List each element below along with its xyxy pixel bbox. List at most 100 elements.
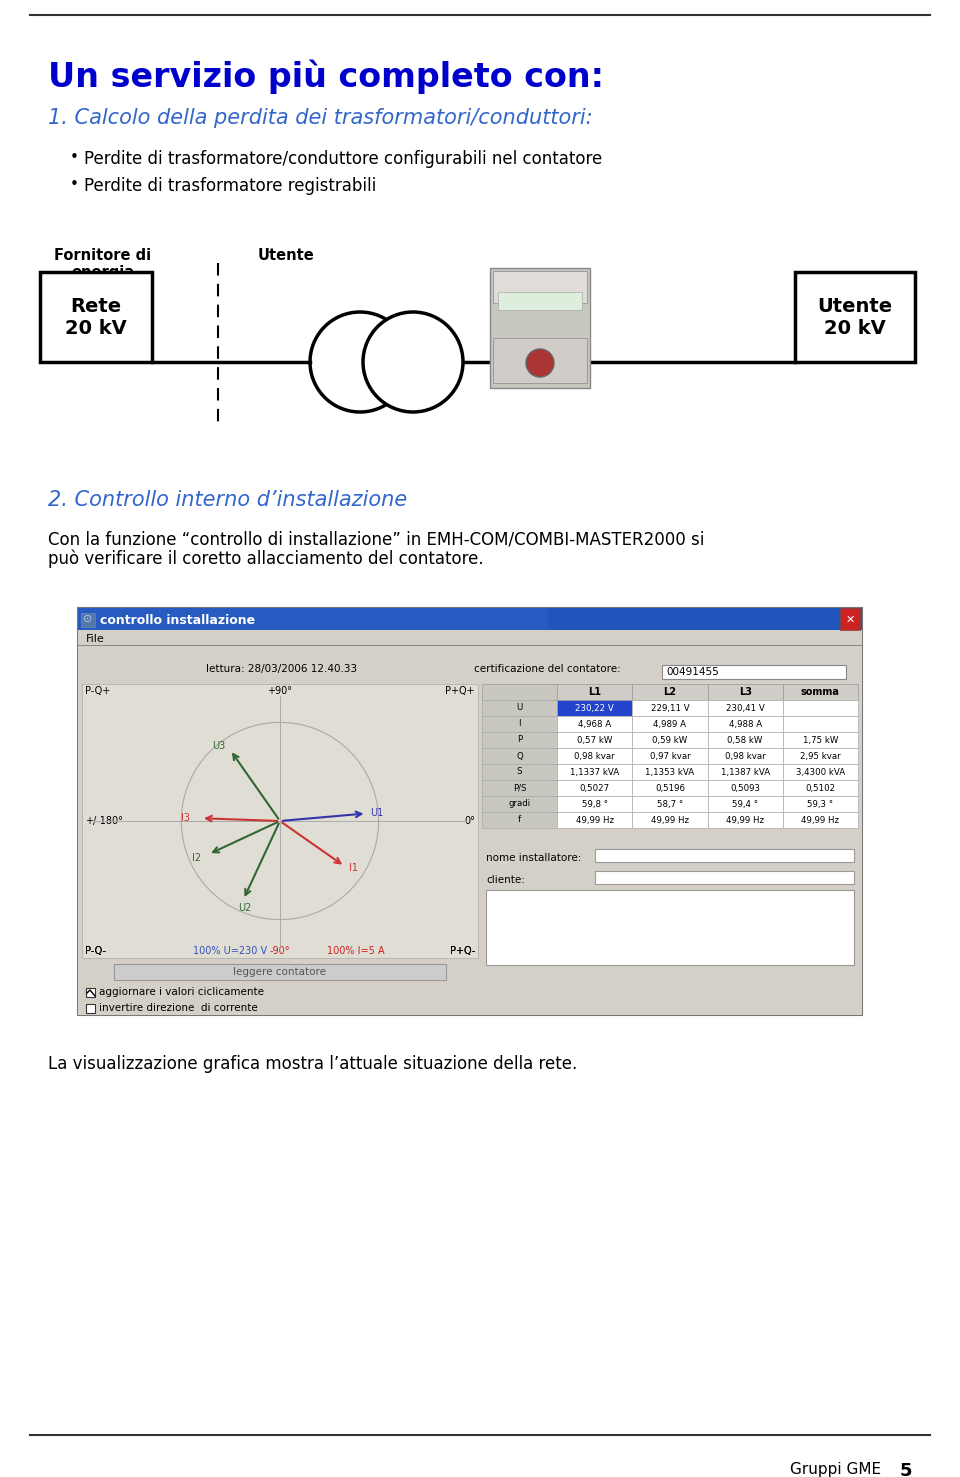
Text: 49,99 Hz: 49,99 Hz (576, 815, 613, 824)
Bar (782, 780, 858, 796)
Bar (595, 849, 854, 863)
Bar (78, 609, 548, 631)
Bar (708, 764, 782, 780)
Text: 1. Calcolo della perdita dei trasformatori/conduttori:: 1. Calcolo della perdita dei trasformato… (48, 108, 592, 128)
Text: 229,11 V: 229,11 V (651, 703, 689, 712)
Text: P/S: P/S (513, 783, 526, 793)
Bar (557, 716, 633, 733)
Text: 59,3 °: 59,3 ° (807, 799, 833, 808)
Text: cliente:: cliente: (486, 874, 525, 885)
Text: 49,99 Hz: 49,99 Hz (726, 815, 764, 824)
Text: f: f (518, 815, 521, 824)
Text: 49,99 Hz: 49,99 Hz (802, 815, 839, 824)
Text: aggiornare i valori ciclicamente: aggiornare i valori ciclicamente (99, 987, 264, 997)
Text: U: U (516, 703, 522, 712)
Bar (782, 733, 858, 747)
Bar (633, 764, 708, 780)
Text: 4,989 A: 4,989 A (654, 719, 686, 728)
Text: Perdite di trasformatore/conduttore configurabili nel contatore: Perdite di trasformatore/conduttore conf… (84, 151, 602, 168)
Bar (482, 780, 557, 796)
Bar (708, 812, 782, 829)
Bar (633, 716, 708, 733)
Bar (557, 764, 633, 780)
Bar (557, 700, 633, 716)
Bar (633, 684, 708, 700)
Text: ✕: ✕ (846, 614, 854, 625)
Bar (795, 272, 915, 362)
Text: 00491455: 00491455 (666, 668, 719, 676)
Bar (482, 812, 557, 829)
Bar (708, 780, 782, 796)
Bar (782, 684, 858, 700)
Text: L2: L2 (663, 687, 677, 697)
Text: 0,58 kW: 0,58 kW (728, 736, 763, 744)
Bar (595, 871, 854, 885)
Bar (557, 780, 633, 796)
Bar (482, 684, 557, 700)
Text: 0,97 kvar: 0,97 kvar (650, 752, 690, 761)
Text: U3: U3 (212, 741, 226, 750)
Text: 100% I=5 A: 100% I=5 A (327, 945, 385, 956)
Text: I3: I3 (181, 814, 190, 823)
Text: leggere contatore: leggere contatore (233, 967, 326, 976)
Text: 0,98 kvar: 0,98 kvar (574, 752, 615, 761)
Bar (78, 631, 862, 645)
Text: 0°: 0° (464, 815, 475, 826)
Text: •: • (70, 151, 79, 165)
Bar (78, 609, 862, 631)
Bar (633, 812, 708, 829)
Text: Utente: Utente (258, 248, 315, 263)
Text: Con la funzione “controllo di installazione” in EMH-COM/COMBI-MASTER2000 si: Con la funzione “controllo di installazi… (48, 530, 705, 548)
Text: nome installatore:: nome installatore: (486, 854, 582, 863)
Bar (782, 716, 858, 733)
Text: File: File (86, 634, 105, 644)
Text: 49,99 Hz: 49,99 Hz (651, 815, 689, 824)
Bar (78, 645, 862, 1015)
Bar (708, 733, 782, 747)
Text: •: • (70, 177, 79, 192)
Text: 1,1337 kVA: 1,1337 kVA (570, 768, 619, 777)
Text: 2,95 kvar: 2,95 kvar (800, 752, 841, 761)
Text: 4,988 A: 4,988 A (729, 719, 761, 728)
Text: P-Q+: P-Q+ (85, 685, 110, 696)
Text: P+Q-: P+Q- (449, 945, 475, 956)
Text: controllo installazione: controllo installazione (100, 613, 255, 626)
Text: Un servizio più completo con:: Un servizio più completo con: (48, 61, 604, 95)
Bar (633, 700, 708, 716)
Text: Perdite di trasformatore registrabili: Perdite di trasformatore registrabili (84, 177, 376, 195)
Text: Fornitore di
energia: Fornitore di energia (55, 248, 152, 281)
Bar (82, 684, 478, 959)
Bar (782, 700, 858, 716)
Bar (708, 747, 782, 764)
Bar (557, 733, 633, 747)
Bar (708, 700, 782, 716)
Text: 1,1387 kVA: 1,1387 kVA (721, 768, 770, 777)
Bar (782, 812, 858, 829)
Bar (490, 267, 590, 388)
Text: La visualizzazione grafica mostra l’attuale situazione della rete.: La visualizzazione grafica mostra l’attu… (48, 1055, 577, 1072)
Text: 0,5102: 0,5102 (805, 783, 835, 793)
Text: 0,98 kvar: 0,98 kvar (725, 752, 765, 761)
Bar (482, 747, 557, 764)
Text: I1: I1 (348, 863, 358, 873)
Bar (40, 272, 152, 362)
Text: 1,1353 kVA: 1,1353 kVA (645, 768, 694, 777)
Bar (708, 684, 782, 700)
Text: Rete
20 kV: Rete 20 kV (65, 297, 127, 338)
Text: 5: 5 (900, 1462, 913, 1477)
Text: 59,4 °: 59,4 ° (732, 799, 758, 808)
Text: lettura: 28/03/2006 12.40.33: lettura: 28/03/2006 12.40.33 (206, 665, 357, 674)
Text: +90°: +90° (268, 685, 293, 696)
Bar (662, 665, 847, 679)
Text: 0,59 kW: 0,59 kW (653, 736, 687, 744)
Text: commento: commento (486, 897, 541, 907)
Bar (633, 747, 708, 764)
Bar (81, 613, 95, 628)
Text: 58,7 °: 58,7 ° (657, 799, 684, 808)
Bar (557, 747, 633, 764)
Bar (498, 292, 582, 310)
Text: I2: I2 (192, 854, 202, 864)
Text: +/-180°: +/-180° (85, 815, 123, 826)
Bar (782, 764, 858, 780)
Text: Gruppi GME: Gruppi GME (790, 1462, 881, 1477)
